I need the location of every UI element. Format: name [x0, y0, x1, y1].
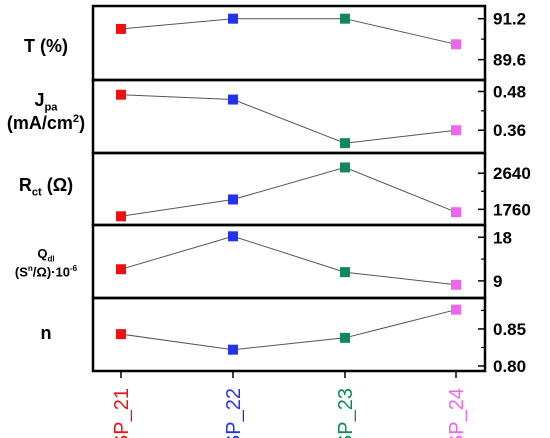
x-label-SP_24: SP_24: [446, 388, 468, 438]
series-line-n: [120, 309, 457, 351]
tick-label-n-0: 0.80: [493, 357, 526, 376]
data-point-Qdl-SP_22: [228, 231, 238, 242]
data-point-Rct-SP_21: [116, 211, 126, 222]
data-point-Rct-SP_22: [228, 194, 238, 205]
tick-label-T-0: 89.6: [493, 51, 526, 70]
y-axis-label-Rct: Rct (Ω): [18, 175, 74, 199]
tick-label-T-1: 91.2: [493, 10, 526, 29]
data-point-Jpa-SP_21: [116, 89, 126, 100]
data-point-Qdl-SP_21: [116, 264, 126, 275]
tick-label-Rct-1: 2640: [493, 164, 531, 183]
y-axis-label-Qdl: Qdl (Sn/Ω)·10-6: [14, 246, 78, 279]
data-point-T-SP_24: [451, 39, 461, 50]
data-point-Rct-SP_23: [340, 162, 350, 173]
data-point-Qdl-SP_24: [451, 279, 461, 290]
panel-frame-T: [91, 4, 487, 82]
panel-frame-Rct: [91, 151, 487, 227]
panel-frame-n: [91, 296, 487, 373]
x-label-SP_21: SP_21: [111, 388, 133, 438]
data-point-Qdl-SP_23: [340, 267, 350, 278]
data-point-Jpa-SP_22: [228, 94, 238, 105]
data-point-n-SP_23: [340, 332, 350, 343]
x-label-SP_23: SP_23: [335, 388, 357, 438]
tick-label-Qdl-1: 18: [493, 228, 512, 247]
data-point-n-SP_24: [451, 304, 461, 315]
data-point-T-SP_21: [116, 23, 126, 34]
y-axis-label-n: n: [40, 322, 52, 343]
data-point-Rct-SP_24: [451, 207, 461, 218]
series-line-Rct: [120, 166, 457, 217]
y-axis-label-T: T (%): [24, 35, 68, 56]
y-axis-label-Jpa: Jpa (mA/cm2): [6, 89, 86, 134]
data-point-T-SP_22: [228, 13, 238, 24]
tick-label-n-1: 0.85: [493, 320, 526, 339]
tick-label-Jpa-1: 0.48: [493, 82, 526, 101]
data-point-Jpa-SP_23: [340, 138, 350, 149]
series-line-Qdl: [120, 235, 457, 286]
data-point-Jpa-SP_24: [451, 125, 461, 136]
data-point-T-SP_23: [340, 13, 350, 24]
series-line-Jpa: [120, 94, 457, 144]
data-point-n-SP_22: [228, 344, 238, 355]
panel-frame-Jpa: [91, 78, 487, 155]
data-point-n-SP_21: [116, 329, 126, 340]
tick-label-Rct-0: 1760: [493, 200, 531, 219]
tick-label-Jpa-0: 0.36: [493, 121, 526, 140]
panel-frame-Qdl: [91, 223, 487, 300]
x-label-SP_22: SP_22: [223, 388, 245, 438]
tick-label-Qdl-0: 9: [493, 272, 502, 291]
series-line-T: [120, 18, 457, 45]
